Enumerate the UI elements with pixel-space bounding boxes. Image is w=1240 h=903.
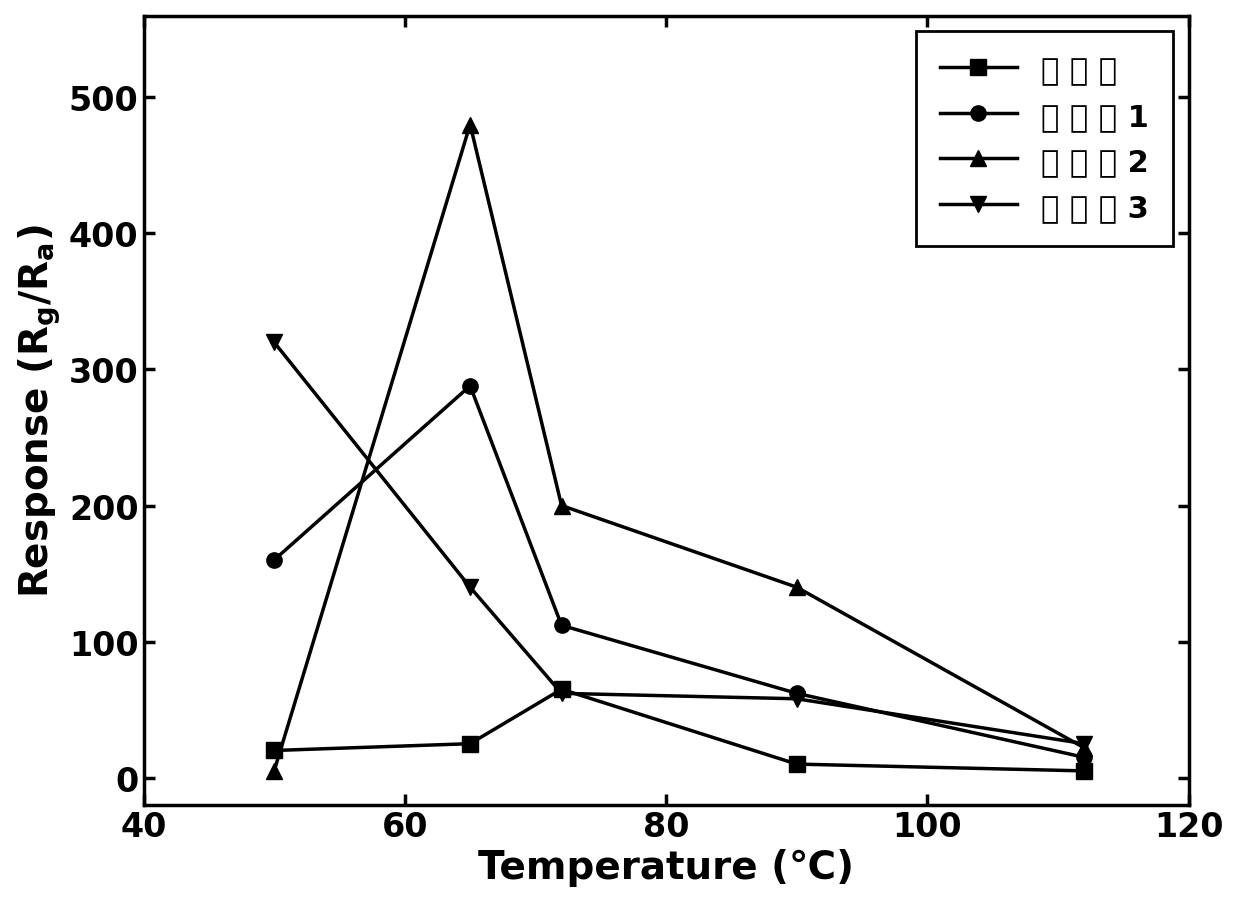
对 比 例 — [1076, 766, 1091, 777]
实 施 例 2 — [267, 766, 281, 777]
实 施 例 3 — [554, 688, 569, 699]
对 比 例 — [267, 745, 281, 756]
对 比 例 — [789, 759, 804, 769]
实 施 例 2 — [1076, 742, 1091, 753]
实 施 例 3 — [789, 694, 804, 704]
对 比 例 — [554, 684, 569, 695]
Line: 对 比 例: 对 比 例 — [267, 682, 1091, 778]
对 比 例 — [463, 739, 477, 749]
Line: 实 施 例 3: 实 施 例 3 — [267, 335, 1091, 751]
实 施 例 1 — [789, 688, 804, 699]
实 施 例 2 — [789, 582, 804, 593]
X-axis label: Temperature (℃): Temperature (℃) — [479, 849, 854, 887]
实 施 例 1 — [267, 555, 281, 566]
实 施 例 2 — [554, 500, 569, 511]
实 施 例 3 — [267, 338, 281, 349]
Y-axis label: Response ($\mathbf{R_g/R_a}$): Response ($\mathbf{R_g/R_a}$) — [16, 224, 63, 598]
Line: 实 施 例 2: 实 施 例 2 — [267, 117, 1091, 778]
实 施 例 3 — [1076, 739, 1091, 749]
Legend: 对 比 例, 实 施 例 1, 实 施 例 2, 实 施 例 3: 对 比 例, 实 施 例 1, 实 施 例 2, 实 施 例 3 — [915, 32, 1173, 247]
实 施 例 1 — [554, 620, 569, 631]
实 施 例 1 — [463, 381, 477, 392]
实 施 例 3 — [463, 582, 477, 593]
实 施 例 2 — [463, 120, 477, 131]
实 施 例 1 — [1076, 752, 1091, 763]
Line: 实 施 例 1: 实 施 例 1 — [267, 378, 1091, 765]
